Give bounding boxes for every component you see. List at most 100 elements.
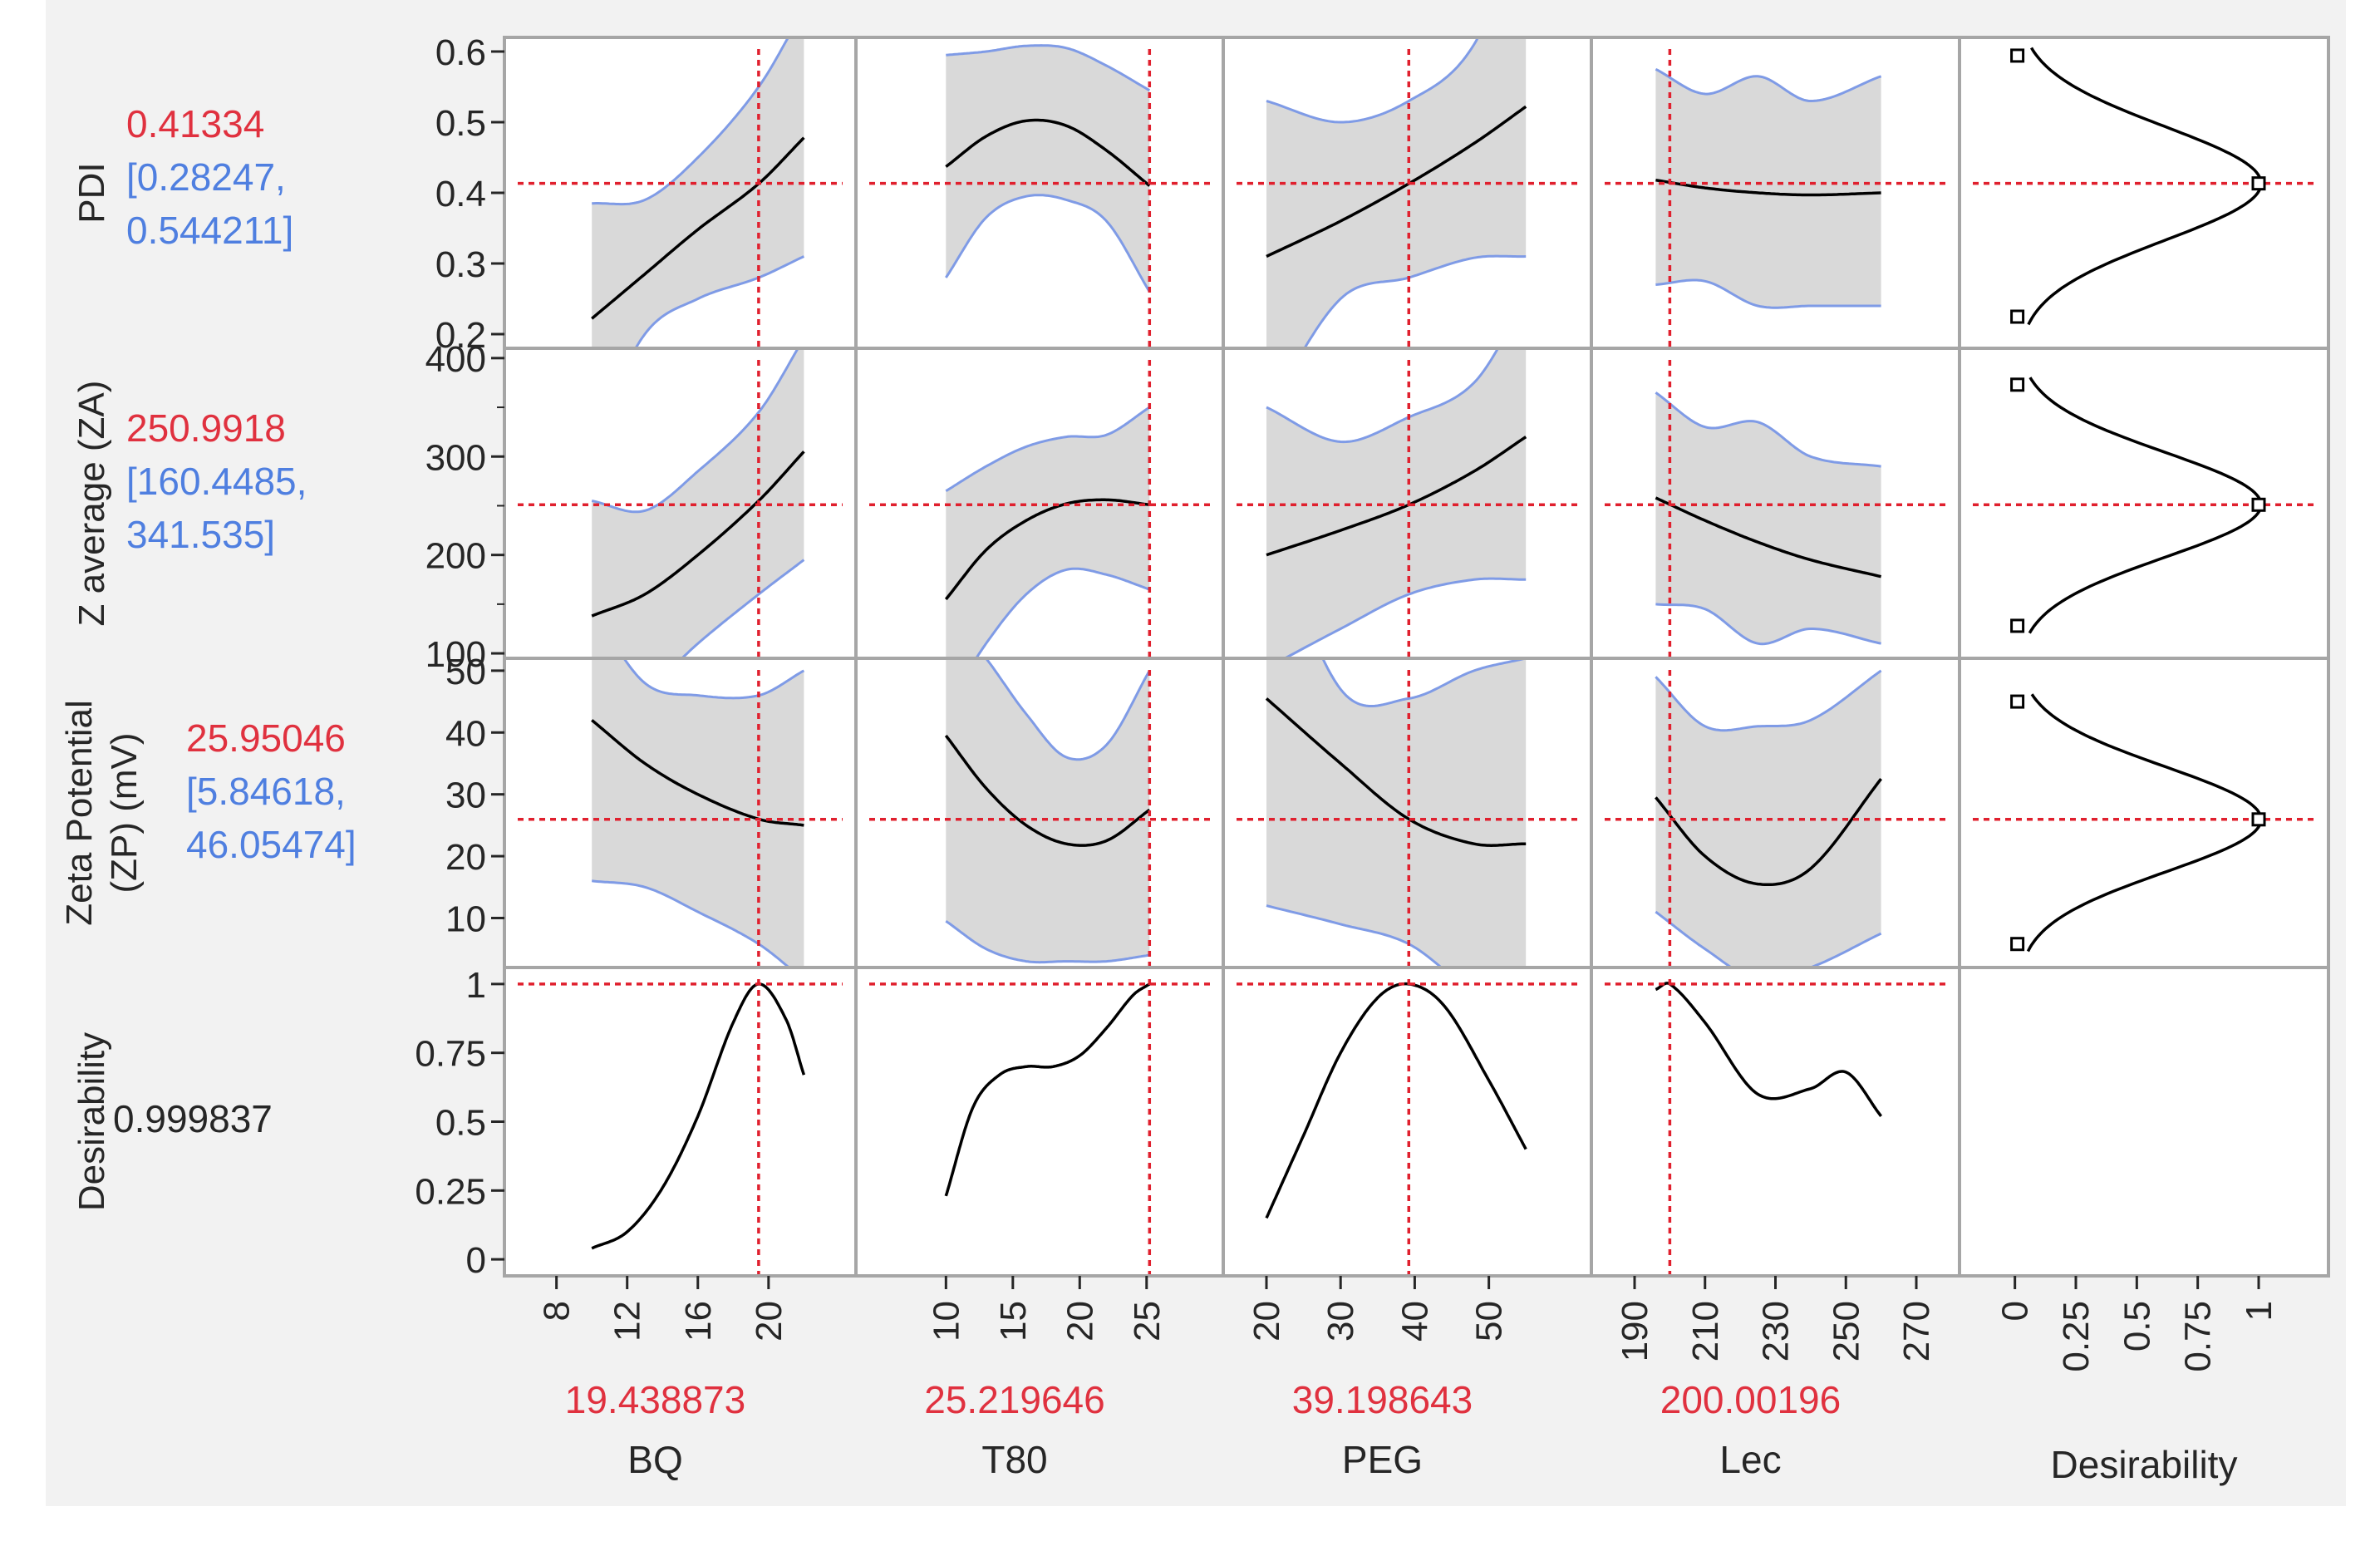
- predicted-value: 0.999837: [113, 1097, 273, 1140]
- predicted-value: 0.41334: [126, 102, 264, 145]
- x-tick-label: 0: [1995, 1301, 2036, 1321]
- y-tick-label: 300: [425, 437, 486, 478]
- prediction-curve: [945, 118, 1151, 187]
- prediction-curve: [1655, 178, 1881, 197]
- confidence-interval: [5.84618,: [186, 770, 346, 813]
- lower-ci-line: [592, 879, 791, 967]
- y-tick-label: 0.25: [415, 1171, 486, 1212]
- factor-current-value: 19.438873: [565, 1378, 745, 1421]
- confidence-band: [1655, 69, 1881, 308]
- y-tick-label: 20: [445, 837, 486, 878]
- y-tick-label: 1: [466, 965, 486, 1006]
- cell-pdi-bq: [518, 37, 843, 348]
- response-label: PDI: [71, 162, 112, 223]
- confidence-band: [946, 407, 1150, 658]
- y-tick-label: 30: [445, 775, 486, 816]
- cell-z-average-za-bq: [518, 348, 843, 658]
- confidence-interval: 0.544211]: [126, 209, 293, 252]
- x-tick-label: 20: [1247, 1301, 1287, 1342]
- desirability-axis-label: Desirability: [2051, 1443, 2238, 1486]
- prediction-curve: [1655, 778, 1882, 887]
- high-handle: [2010, 377, 2025, 392]
- factor-current-value: 39.198643: [1292, 1378, 1473, 1421]
- cell-z-average-za-t80: [869, 360, 1210, 658]
- low-handle: [2010, 309, 2025, 324]
- high-handle: [2010, 48, 2025, 63]
- upper-ci-line: [1321, 658, 1527, 707]
- low-handle: [2010, 618, 2025, 633]
- y-tick-label: 10: [445, 899, 486, 939]
- y-tick-label: 50: [445, 652, 486, 692]
- desirability-function-pdi: [1973, 47, 2315, 326]
- upper-ci-line: [1655, 67, 1882, 103]
- x-tick-label: 20: [1060, 1301, 1100, 1342]
- confidence-interval: 341.535]: [126, 513, 275, 556]
- x-tick-label: 190: [1615, 1301, 1655, 1361]
- x-tick-label: 16: [678, 1301, 719, 1342]
- y-tick-label: 0.2: [435, 315, 486, 356]
- y-tick-label: 0.6: [435, 32, 486, 73]
- response-label: Desirability: [71, 1032, 112, 1211]
- response-label: Z average (ZA): [71, 381, 112, 627]
- cell-pdi-peg: [1237, 37, 1578, 348]
- lower-ci-line: [1655, 910, 1882, 967]
- desirability-function-zeta-potential-zp-mv: [1973, 693, 2315, 953]
- prediction-curve: [1655, 496, 1881, 579]
- upper-ci-line: [622, 658, 805, 700]
- x-tick-label: 0.25: [2056, 1301, 2097, 1372]
- lower-ci-line: [634, 255, 805, 348]
- x-tick-label: 40: [1394, 1301, 1435, 1342]
- prediction-curve: [944, 982, 1151, 1197]
- prediction-curve: [1265, 982, 1527, 1219]
- cell-desirability-t80: [869, 979, 1210, 1274]
- confidence-band: [592, 348, 804, 658]
- confidence-band: [592, 658, 804, 967]
- upper-ci-line: [946, 44, 1151, 92]
- x-tick-label: 250: [1826, 1301, 1866, 1361]
- confidence-band: [592, 37, 804, 348]
- cell-desirability-bq: [518, 979, 843, 1274]
- y-tick-label: 0.75: [415, 1034, 486, 1075]
- cell-zeta-potential-zp-mv-bq: [518, 658, 843, 967]
- x-tick-label: 0.5: [2117, 1301, 2157, 1352]
- upper-ci-line: [1655, 669, 1882, 732]
- prediction-curve: [591, 719, 804, 827]
- cell-z-average-za-lec: [1605, 360, 1946, 657]
- x-tick-label: 0.75: [2178, 1301, 2219, 1372]
- x-tick-label: 12: [607, 1301, 648, 1342]
- upper-ci-line: [592, 37, 790, 206]
- x-tick-label: 50: [1469, 1301, 1510, 1342]
- lower-ci-line: [945, 194, 1151, 293]
- low-handle: [2010, 937, 2025, 952]
- confidence-band: [1266, 37, 1527, 348]
- y-tick-label: 400: [425, 339, 486, 380]
- prediction-curve: [591, 982, 806, 1250]
- target-handle: [2251, 176, 2266, 191]
- confidence-band: [946, 45, 1150, 292]
- lower-ci-line: [974, 567, 1150, 658]
- desirability-function-z-average-za: [1973, 377, 2315, 634]
- y-tick-label: 40: [445, 713, 486, 754]
- y-tick-label: 0.5: [435, 1103, 486, 1144]
- target-handle: [2251, 497, 2266, 512]
- x-tick-label: 8: [537, 1301, 578, 1321]
- prediction-curve: [591, 451, 805, 618]
- confidence-band: [946, 658, 1150, 963]
- cell-desirability-lec: [1605, 979, 1946, 1274]
- x-tick-label: 210: [1685, 1301, 1726, 1361]
- factor-label: BQ: [627, 1438, 682, 1481]
- target-handle: [2251, 812, 2266, 827]
- response-label: (ZP) (mV): [104, 732, 145, 893]
- predicted-value: 25.95046: [186, 716, 346, 760]
- x-tick-label: 20: [749, 1301, 789, 1342]
- factor-current-value: 200.00196: [1660, 1378, 1841, 1421]
- cell-zeta-potential-zp-mv-t80: [869, 658, 1210, 966]
- x-tick-label: 230: [1756, 1301, 1797, 1361]
- x-tick-label: 1: [2239, 1301, 2279, 1321]
- factor-current-value: 25.219646: [924, 1378, 1104, 1421]
- y-tick-label: 0.4: [435, 174, 486, 214]
- x-tick-label: 270: [1896, 1301, 1937, 1361]
- factor-label: T80: [981, 1438, 1047, 1481]
- lower-ci-line: [1281, 577, 1527, 658]
